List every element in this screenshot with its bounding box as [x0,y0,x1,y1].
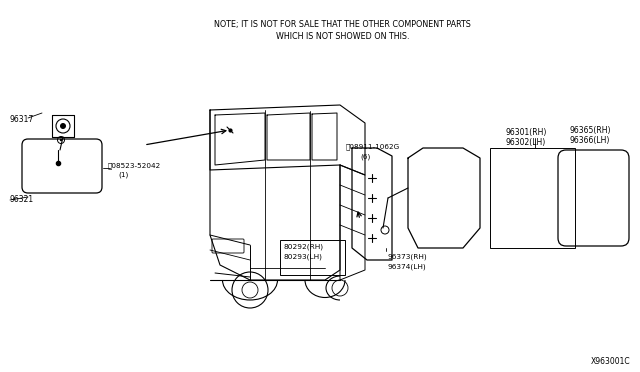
Bar [280,240,345,275]
Text: 96321: 96321 [10,195,34,204]
Circle shape [60,139,62,141]
Circle shape [60,123,66,129]
Bar [490,148,575,248]
Text: WHICH IS NOT SHOWED ON THIS.: WHICH IS NOT SHOWED ON THIS. [276,32,409,41]
Text: Ⓞ08911-1062G: Ⓞ08911-1062G [346,143,400,150]
Text: 96374(LH): 96374(LH) [388,263,427,269]
Text: (1): (1) [118,172,128,179]
Text: Ⓝ08523-52042: Ⓝ08523-52042 [108,162,161,169]
Text: 96366(LH): 96366(LH) [569,136,609,145]
Text: X963001C: X963001C [590,357,630,366]
Text: 96373(RH): 96373(RH) [388,253,428,260]
Text: NOTE; IT IS NOT FOR SALE THAT THE OTHER COMPONENT PARTS: NOTE; IT IS NOT FOR SALE THAT THE OTHER … [214,20,471,29]
Text: 80292(RH): 80292(RH) [283,243,323,250]
Text: 96365(RH): 96365(RH) [569,126,611,135]
Text: 96317: 96317 [10,115,35,124]
Text: (6): (6) [360,153,371,160]
Text: 80293(LH): 80293(LH) [283,254,322,260]
Text: 96302(LH): 96302(LH) [506,138,547,147]
Text: 96301(RH): 96301(RH) [506,128,547,137]
